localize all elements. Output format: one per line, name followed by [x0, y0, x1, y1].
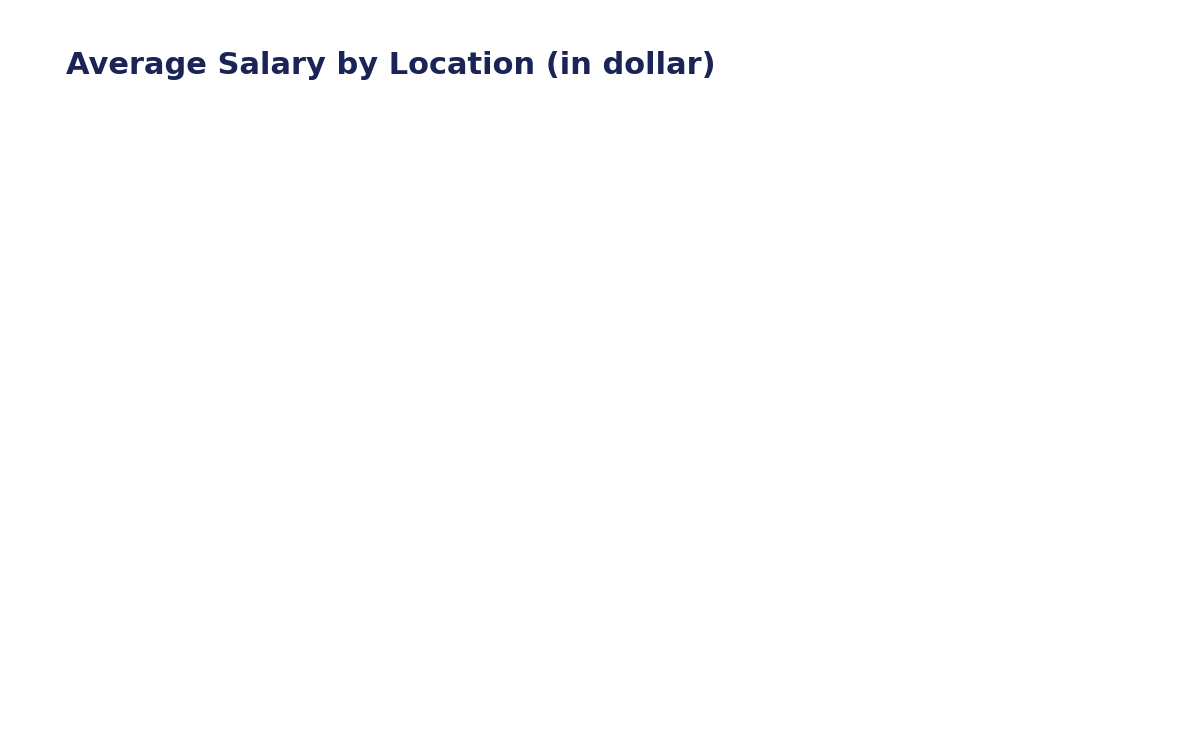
Text: 25000Ⅱ: 25000Ⅱ: [1078, 573, 1124, 586]
Text: 178600.00: 178600.00: [445, 72, 526, 86]
Text: 168725.69: 168725.69: [1072, 102, 1154, 118]
Text: 165833.66: 165833.66: [236, 112, 317, 127]
Text: 177850.61: 177850.61: [863, 74, 945, 89]
Y-axis label: Average salary: Average salary: [14, 294, 34, 438]
Text: Average Salary by Location (in dollar): Average Salary by Location (in dollar): [66, 51, 715, 81]
Text: 132766.42: 132766.42: [654, 217, 736, 231]
